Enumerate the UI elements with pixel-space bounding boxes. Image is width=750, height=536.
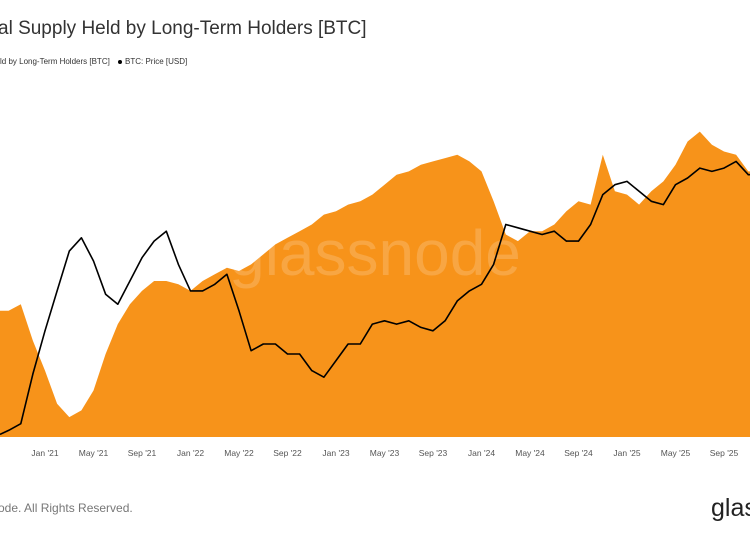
legend-dot-icon [118, 59, 122, 64]
btc-price-point [262, 343, 264, 345]
btc-price-point [747, 174, 749, 176]
btc-price-point [577, 240, 580, 242]
x-tick-label: Jan '25 [613, 448, 640, 458]
x-tick-label: Jan '22 [177, 448, 204, 458]
btc-price-line [0, 160, 750, 436]
btc-price-point [383, 320, 386, 322]
btc-price-point [8, 429, 10, 431]
btc-price-point [735, 160, 737, 163]
btc-price-point [590, 223, 592, 226]
btc-price-point [141, 257, 143, 259]
x-tick-label: May '23 [370, 448, 400, 458]
x-tick-label: Jan '23 [322, 448, 349, 458]
btc-price-point [80, 237, 82, 239]
btc-price-point [129, 280, 131, 282]
btc-price-point [662, 204, 664, 206]
legend-item-lth-supply[interactable]: ld by Long-Term Holders [BTC] [0, 57, 110, 66]
btc-price-point [711, 170, 713, 172]
btc-price-point [396, 323, 398, 325]
btc-price-point [432, 330, 434, 332]
btc-price-point [638, 190, 640, 192]
x-tick-label: May '25 [661, 448, 691, 458]
btc-price-point [687, 177, 689, 179]
btc-price-point [56, 290, 58, 292]
copyright-text: ode. All Rights Reserved. [0, 501, 133, 515]
legend-label-btc-price: BTC: Price [USD] [125, 57, 188, 66]
btc-price-point [117, 303, 119, 305]
btc-price-point [505, 223, 507, 226]
btc-price-point [529, 230, 531, 232]
x-tick-label: Sep '23 [419, 448, 448, 458]
x-tick-label: Sep '24 [564, 448, 593, 458]
legend-label-lth-supply: ld by Long-Term Holders [BTC] [0, 57, 110, 66]
x-tick-label: Jan '21 [31, 448, 58, 458]
btc-price-point [723, 167, 725, 169]
btc-price-point [299, 353, 301, 355]
x-tick-label: Jan '24 [468, 448, 495, 458]
btc-price-point [456, 300, 458, 302]
btc-price-point [286, 353, 289, 355]
btc-price-point [541, 233, 543, 236]
btc-price-point [323, 376, 325, 378]
btc-price-point [238, 310, 240, 312]
btc-price-point [674, 184, 677, 186]
btc-price-point [165, 230, 167, 232]
btc-price-point [408, 320, 410, 322]
btc-price-point [202, 290, 204, 292]
btc-price-point [68, 250, 70, 252]
btc-price-point [311, 370, 313, 372]
btc-price-point [565, 240, 567, 242]
btc-price-point [92, 260, 95, 262]
btc-price-point [32, 373, 34, 375]
btc-price-point [226, 273, 228, 275]
x-tick-label: Sep '25 [710, 448, 739, 458]
btc-price-point [20, 423, 22, 425]
x-tick-label: Sep '21 [128, 448, 157, 458]
btc-price-point [650, 200, 652, 202]
btc-price-point [189, 290, 192, 292]
btc-price-point [553, 230, 555, 232]
x-tick-label: May '22 [224, 448, 254, 458]
btc-price-point [517, 227, 519, 229]
btc-price-point [335, 360, 337, 362]
lth-supply-area [0, 131, 750, 437]
btc-price-point [444, 320, 446, 322]
btc-price-point [602, 194, 604, 196]
btc-price-point [347, 343, 349, 345]
btc-price-point [614, 184, 616, 186]
x-tick-label: Sep '22 [273, 448, 302, 458]
btc-price-point [44, 330, 46, 332]
chart-plot: glassnode Jan '21 May '21 Sep '21 Jan '22 Ma… [0, 131, 750, 458]
btc-price-point [420, 326, 422, 329]
chart-title: al Supply Held by Long-Term Holders [BTC… [0, 18, 367, 39]
watermark: glassnode [229, 217, 521, 289]
btc-price-point [626, 180, 628, 182]
x-tick-label: May '21 [79, 448, 109, 458]
btc-price-point [493, 263, 495, 265]
btc-price-point [468, 290, 470, 292]
btc-price-point [699, 167, 701, 169]
btc-price-point [177, 263, 179, 265]
legend-item-btc-price[interactable]: BTC: Price [USD] [118, 57, 187, 66]
btc-price-point [371, 323, 373, 325]
x-tick-label: May '24 [515, 448, 545, 458]
btc-price-point [214, 283, 216, 285]
btc-price-point [480, 283, 483, 285]
glassnode-logo[interactable]: glas [711, 494, 750, 522]
btc-price-point [274, 343, 276, 345]
btc-price-point [250, 350, 252, 352]
btc-price-point [153, 240, 155, 242]
btc-price-point [359, 343, 361, 345]
btc-price-point [105, 293, 107, 295]
